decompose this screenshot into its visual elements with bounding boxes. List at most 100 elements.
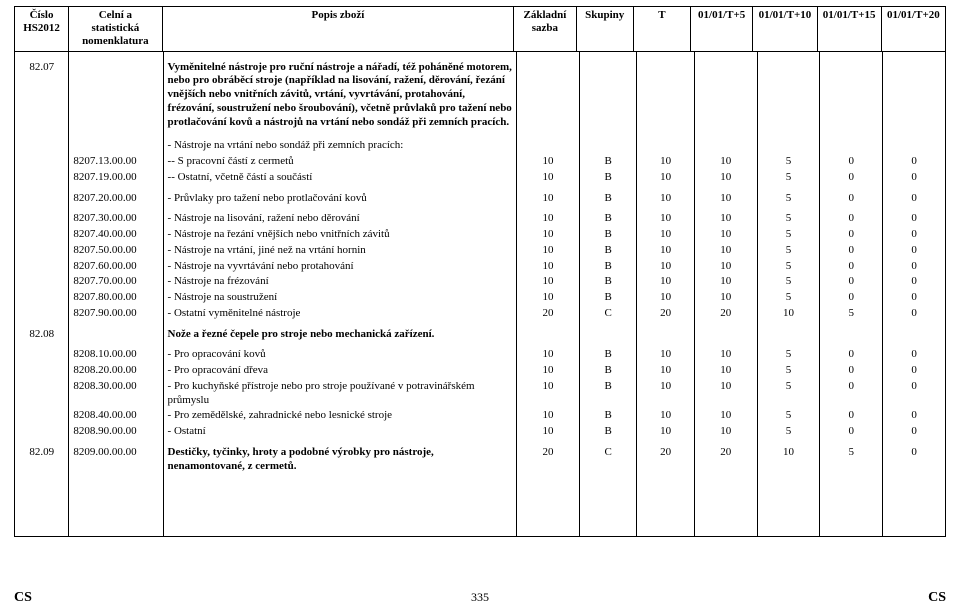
cell-t5 xyxy=(694,130,757,138)
cell-t5: 10 xyxy=(694,408,757,424)
cell-desc: Destičky, tyčinky, hroty a podobné výrob… xyxy=(163,445,517,475)
cell-t: 10 xyxy=(637,363,695,379)
cell-grp: B xyxy=(579,170,637,186)
cell-t10 xyxy=(757,327,820,343)
cell-t10: 5 xyxy=(757,211,820,227)
cell-hs xyxy=(15,290,69,306)
cell-t5: 10 xyxy=(694,227,757,243)
col-nom: Celní astatistickánomenklatura xyxy=(69,7,163,52)
cell-rate: 10 xyxy=(517,243,580,259)
cell-desc: - Nástroje na řezání vnějších nebo vnitř… xyxy=(163,227,517,243)
table-row: 82.08Nože a řezné čepele pro stroje nebo… xyxy=(15,327,946,343)
cell-t: 10 xyxy=(637,347,695,363)
cell-hs xyxy=(15,154,69,170)
cell-hs xyxy=(15,227,69,243)
cell-hs: 82.07 xyxy=(15,60,69,131)
cell-hs xyxy=(15,191,69,207)
cell-grp: C xyxy=(579,306,637,322)
cell-t15: 5 xyxy=(820,445,883,475)
cell-t15 xyxy=(820,327,883,343)
table-row: 8208.90.00.00- Ostatní10B1010500 xyxy=(15,424,946,440)
cell-nom: 8207.30.00.00 xyxy=(69,211,163,227)
cell-desc: - Nástroje na frézování xyxy=(163,274,517,290)
cell-t10: 5 xyxy=(757,290,820,306)
cell-t: 10 xyxy=(637,243,695,259)
cell-t10: 5 xyxy=(757,379,820,409)
cell-hs: 82.09 xyxy=(15,445,69,475)
cell-rate xyxy=(517,138,580,154)
cell-t10: 5 xyxy=(757,170,820,186)
cell-rate: 10 xyxy=(517,347,580,363)
cell-t xyxy=(637,60,695,131)
table-row: 8207.20.00.00- Průvlaky pro tažení nebo … xyxy=(15,191,946,207)
table-row: - Nástroje na vrtání nebo sondáž při zem… xyxy=(15,138,946,154)
cell-t10: 10 xyxy=(757,306,820,322)
cell-grp: B xyxy=(579,154,637,170)
cell-t20: 0 xyxy=(883,408,946,424)
tariff-table-header: ČísloHS2012 Celní astatistickánomenklatu… xyxy=(14,6,946,52)
cell-rate: 10 xyxy=(517,154,580,170)
cell-t5: 10 xyxy=(694,424,757,440)
cell-desc: - Pro zemědělské, zahradnické nebo lesni… xyxy=(163,408,517,424)
table-row: 8207.50.00.00- Nástroje na vrtání, jiné … xyxy=(15,243,946,259)
cell-grp: B xyxy=(579,191,637,207)
cell-rate: 10 xyxy=(517,274,580,290)
cell-t5: 10 xyxy=(694,347,757,363)
table-row: 8207.40.00.00- Nástroje na řezání vnější… xyxy=(15,227,946,243)
cell-nom: 8208.30.00.00 xyxy=(69,379,163,409)
cell-t: 10 xyxy=(637,424,695,440)
cell-t20: 0 xyxy=(883,274,946,290)
cell-hs xyxy=(15,259,69,275)
cell-t10 xyxy=(757,130,820,138)
cell-nom xyxy=(69,327,163,343)
table-row: 8208.20.00.00- Pro opracování dřeva10B10… xyxy=(15,363,946,379)
cell-t20: 0 xyxy=(883,259,946,275)
cell-grp: B xyxy=(579,347,637,363)
cell-grp: B xyxy=(579,211,637,227)
cell-t10: 10 xyxy=(757,445,820,475)
cell-desc: - Nástroje na lisování, ražení nebo děro… xyxy=(163,211,517,227)
cell-t10: 5 xyxy=(757,274,820,290)
cell-t15: 0 xyxy=(820,408,883,424)
cell-hs xyxy=(15,243,69,259)
cell-rate: 20 xyxy=(517,445,580,475)
table-row xyxy=(15,474,946,537)
cell-t xyxy=(637,138,695,154)
cell-grp xyxy=(579,327,637,343)
cell-t10: 5 xyxy=(757,259,820,275)
cell-hs xyxy=(15,306,69,322)
cell-desc: -- S pracovní částí z cermetů xyxy=(163,154,517,170)
cell-nom: 8208.20.00.00 xyxy=(69,363,163,379)
cell-t5: 10 xyxy=(694,170,757,186)
cell-rate: 10 xyxy=(517,170,580,186)
cell-nom: 8208.90.00.00 xyxy=(69,424,163,440)
cell-rate: 10 xyxy=(517,191,580,207)
table-row: 82.098209.00.00.00Destičky, tyčinky, hro… xyxy=(15,445,946,475)
cell-t15: 0 xyxy=(820,227,883,243)
cell-nom: 8207.70.00.00 xyxy=(69,274,163,290)
cell-t15: 0 xyxy=(820,211,883,227)
table-row xyxy=(15,130,946,138)
cell-t: 10 xyxy=(637,227,695,243)
footer-center: 335 xyxy=(0,590,960,605)
cell-t15: 0 xyxy=(820,363,883,379)
cell-t5 xyxy=(694,60,757,131)
cell-t20 xyxy=(883,327,946,343)
cell-grp: B xyxy=(579,424,637,440)
cell-rate: 10 xyxy=(517,259,580,275)
cell-t5 xyxy=(694,138,757,154)
col-t15: 01/01/T+15 xyxy=(817,7,881,52)
cell-t: 10 xyxy=(637,170,695,186)
cell-t20: 0 xyxy=(883,445,946,475)
cell-desc: - Pro kuchyňské přístroje nebo pro stroj… xyxy=(163,379,517,409)
col-t5: 01/01/T+5 xyxy=(690,7,752,52)
cell-rate: 10 xyxy=(517,227,580,243)
cell-nom xyxy=(69,130,163,138)
cell-hs xyxy=(15,363,69,379)
cell-rate: 10 xyxy=(517,424,580,440)
table-row: 8208.30.00.00- Pro kuchyňské přístroje n… xyxy=(15,379,946,409)
cell-desc: - Ostatní xyxy=(163,424,517,440)
cell-t5: 10 xyxy=(694,243,757,259)
cell-t20: 0 xyxy=(883,227,946,243)
cell-desc: - Ostatní vyměnitelné nástroje xyxy=(163,306,517,322)
